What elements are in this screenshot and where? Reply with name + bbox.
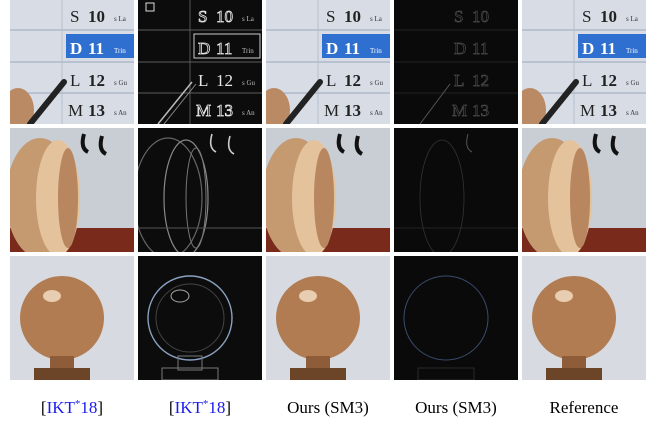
svg-text:L: L	[582, 71, 592, 90]
svg-text:D: D	[326, 39, 338, 58]
svg-text:S: S	[70, 7, 79, 26]
svg-text:Trin: Trin	[114, 47, 126, 55]
row2-ikt-result	[10, 128, 134, 252]
svg-text:s Gu: s Gu	[114, 79, 128, 87]
svg-text:L: L	[326, 71, 336, 90]
row1-ikt-error-map: S 10 s La D 11 Trin L 12 s Gu M 13 s An	[138, 0, 262, 124]
svg-text:Trin: Trin	[242, 47, 254, 55]
svg-text:11: 11	[472, 39, 488, 58]
comparison-grid: S 10 s La D 11 Trin L 12 s Gu M 13 s An …	[10, 0, 646, 380]
svg-text:D: D	[454, 39, 466, 58]
svg-text:11: 11	[88, 39, 104, 58]
svg-text:11: 11	[216, 39, 232, 58]
citation-star: *	[202, 398, 209, 410]
svg-text:12: 12	[600, 71, 617, 90]
svg-text:L: L	[198, 71, 208, 90]
svg-text:M: M	[452, 101, 467, 120]
svg-text:10: 10	[216, 7, 233, 26]
svg-text:D: D	[582, 39, 594, 58]
caption-ours-error: Ours (SM3)	[415, 398, 497, 417]
row1-ours-result: S 10 s La D 11 Trin L 12 s Gu M 13 s An	[266, 0, 390, 124]
svg-text:10: 10	[88, 7, 105, 26]
svg-text:12: 12	[344, 71, 361, 90]
caption-bracket-close: ]	[97, 398, 104, 417]
citation-link[interactable]: IKT*18	[175, 398, 226, 417]
row2-ours-result	[266, 128, 390, 252]
caption-row: [IKT*18] [IKT*18] Ours (SM3) Ours (SM3) …	[10, 398, 646, 422]
svg-text:s Gu: s Gu	[370, 79, 384, 87]
caption-bracket-close: ]	[225, 398, 232, 417]
citation-author: IKT	[46, 398, 75, 417]
row3-ikt-error-map	[138, 256, 262, 380]
svg-text:s La: s La	[114, 15, 127, 23]
svg-text:D: D	[70, 39, 82, 58]
row1-ikt-result: S 10 s La D 11 Trin L 12 s Gu M 13 s An	[10, 0, 134, 124]
svg-text:M: M	[580, 101, 595, 120]
row3-ikt-result	[10, 256, 134, 380]
caption-ikt-result: [IKT*18]	[10, 398, 134, 418]
caption-ikt-error: [IKT*18]	[138, 398, 262, 418]
svg-text:Trin: Trin	[370, 47, 382, 55]
svg-text:s An: s An	[626, 109, 639, 117]
row1-ours-error-map: S 10 D 11 L 12 M 13	[394, 0, 518, 124]
svg-text:s An: s An	[114, 109, 127, 117]
caption-bracket-open: [	[168, 398, 175, 417]
row1-reference: S 10 s La D 11 Trin L 12 s Gu M 13 s An	[522, 0, 646, 124]
svg-text:s Gu: s Gu	[242, 79, 256, 87]
svg-text:M: M	[68, 101, 83, 120]
svg-text:13: 13	[344, 101, 361, 120]
svg-text:11: 11	[344, 39, 360, 58]
citation-year: 18	[208, 398, 226, 417]
svg-text:12: 12	[216, 71, 233, 90]
svg-text:13: 13	[216, 101, 233, 120]
row3-reference	[522, 256, 646, 380]
svg-text:S: S	[582, 7, 591, 26]
row2-ours-error-map	[394, 128, 518, 252]
citation-year: 18	[80, 398, 98, 417]
svg-text:11: 11	[600, 39, 616, 58]
svg-text:M: M	[324, 101, 339, 120]
svg-text:L: L	[454, 71, 464, 90]
svg-text:10: 10	[600, 7, 617, 26]
row3-ours-result	[266, 256, 390, 380]
svg-text:12: 12	[88, 71, 105, 90]
svg-text:s An: s An	[370, 109, 383, 117]
svg-text:S: S	[198, 7, 207, 26]
svg-text:L: L	[70, 71, 80, 90]
svg-text:s An: s An	[242, 109, 255, 117]
svg-text:13: 13	[472, 101, 489, 120]
svg-text:10: 10	[344, 7, 361, 26]
svg-text:13: 13	[600, 101, 617, 120]
citation-author: IKT	[174, 398, 203, 417]
svg-text:M: M	[196, 101, 211, 120]
svg-text:s La: s La	[370, 15, 383, 23]
caption-reference: Reference	[549, 398, 619, 417]
svg-text:s La: s La	[242, 15, 255, 23]
row3-ours-error-map	[394, 256, 518, 380]
svg-text:S: S	[326, 7, 335, 26]
row2-reference	[522, 128, 646, 252]
caption-bracket-open: [	[40, 398, 47, 417]
caption-ours-result: Ours (SM3)	[287, 398, 369, 417]
svg-text:12: 12	[472, 71, 489, 90]
svg-text:S: S	[454, 7, 463, 26]
row2-ikt-error-map	[138, 128, 262, 252]
svg-text:D: D	[198, 39, 210, 58]
svg-text:Trin: Trin	[626, 47, 638, 55]
citation-link[interactable]: IKT*18	[47, 398, 98, 417]
svg-text:s Gu: s Gu	[626, 79, 640, 87]
svg-text:13: 13	[88, 101, 105, 120]
svg-text:s La: s La	[626, 15, 639, 23]
svg-text:10: 10	[472, 7, 489, 26]
citation-star: *	[74, 398, 81, 410]
